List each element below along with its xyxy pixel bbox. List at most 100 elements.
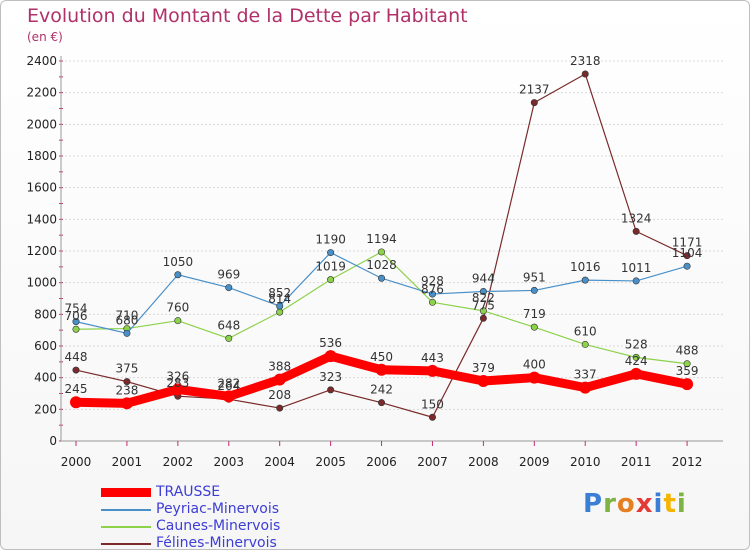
data-point: [428, 413, 436, 421]
x-tick-label: 2011: [621, 455, 652, 469]
data-label: 388: [268, 360, 291, 374]
data-point: [479, 288, 487, 296]
data-label: 706: [65, 309, 88, 323]
y-tick-label: 1200: [26, 244, 57, 258]
data-label: 375: [115, 362, 138, 376]
legend-item: Félines-Minervois: [101, 535, 361, 550]
logo-letter: r: [603, 489, 617, 519]
data-label: 814: [268, 292, 291, 306]
data-point: [222, 390, 235, 403]
data-label: 710: [115, 309, 138, 323]
data-point: [479, 307, 487, 315]
x-tick-label: 2006: [366, 455, 397, 469]
data-label: 283: [166, 376, 189, 390]
y-tick-label: 800: [34, 307, 57, 321]
data-label: 969: [217, 268, 240, 282]
y-tick-label: 1000: [26, 276, 57, 290]
data-point: [581, 276, 589, 284]
data-label: 528: [625, 337, 648, 351]
data-point: [528, 371, 541, 384]
legend-label: Félines-Minervois: [156, 535, 277, 550]
x-tick-label: 2001: [112, 455, 143, 469]
data-point: [683, 360, 691, 368]
data-point: [477, 374, 490, 387]
data-labels: 448 375 283 264 208 323 242 150 775 2137 2318 1324 1…: [65, 54, 703, 411]
data-point: [683, 262, 691, 270]
data-label: 951: [523, 270, 546, 284]
data-point: [72, 366, 80, 374]
data-point: [174, 271, 182, 279]
data-point: [327, 276, 335, 284]
legend-label: TRAUSSE: [156, 484, 221, 500]
data-point: [72, 325, 80, 333]
y-tick-label: 0: [49, 434, 57, 448]
data-label: 424: [625, 354, 648, 368]
series-layer: [70, 70, 694, 421]
legend-swatch: [101, 509, 151, 511]
data-label: 1171: [672, 236, 703, 250]
data-point: [530, 99, 538, 107]
logo-letter: i: [676, 489, 687, 519]
data-label: 648: [217, 318, 240, 332]
legend-swatch: [101, 543, 151, 545]
data-label: 242: [370, 383, 393, 397]
data-point: [123, 378, 131, 386]
data-point: [428, 290, 436, 298]
data-label: 245: [65, 382, 88, 396]
data-point: [171, 383, 184, 396]
data-label: 928: [421, 274, 444, 288]
data-label: 680: [115, 313, 138, 327]
data-label: 326: [166, 369, 189, 383]
data-label: 1019: [315, 260, 346, 274]
data-point: [276, 308, 284, 316]
data-label: 1016: [570, 260, 601, 274]
series-trausse: [70, 350, 694, 410]
data-label: 323: [319, 370, 342, 384]
data-label: 852: [268, 286, 291, 300]
x-tick-label: 2010: [570, 455, 601, 469]
data-label: 1028: [366, 258, 397, 272]
axes: 0 200 400 600 800 1000 1200 1400 1600 1800 2000 220…: [26, 54, 723, 469]
legend-swatch: [101, 488, 151, 497]
logo-letter: i: [653, 489, 664, 519]
data-label: 2318: [570, 54, 601, 68]
x-tick-label: 2000: [61, 455, 92, 469]
data-point: [581, 340, 589, 348]
data-label: 400: [523, 358, 546, 372]
series-f-lines-minervois: [72, 70, 691, 421]
y-tick-label: 2000: [26, 117, 57, 131]
legend-item: TRAUSSE: [101, 484, 361, 502]
data-point: [479, 314, 487, 322]
data-label: 775: [472, 298, 495, 312]
data-label: 264: [217, 379, 240, 393]
data-label: 1324: [621, 211, 652, 225]
data-point: [632, 227, 640, 235]
y-tick-label: 200: [34, 402, 57, 416]
data-point: [632, 277, 640, 285]
data-label: 379: [472, 361, 495, 375]
data-point: [375, 363, 388, 376]
data-label: 536: [319, 336, 342, 350]
data-point: [327, 386, 335, 394]
data-point: [428, 298, 436, 306]
data-point: [324, 350, 337, 363]
proxiti-logo: Proxiti: [583, 489, 687, 519]
data-label: 488: [676, 344, 699, 358]
data-point: [70, 396, 82, 409]
data-label: 1011: [621, 261, 652, 275]
logo-letter: P: [583, 489, 604, 519]
data-point: [276, 404, 284, 412]
data-point: [426, 364, 439, 377]
data-label: 1190: [315, 233, 346, 247]
data-point: [530, 323, 538, 331]
data-point: [174, 317, 182, 325]
data-point: [681, 378, 694, 391]
data-point: [630, 367, 643, 380]
data-point: [123, 329, 131, 337]
y-tick-label: 400: [34, 371, 57, 385]
data-label: 876: [421, 282, 444, 296]
data-label: 238: [115, 383, 138, 397]
data-point: [632, 353, 640, 361]
data-point: [579, 381, 592, 394]
